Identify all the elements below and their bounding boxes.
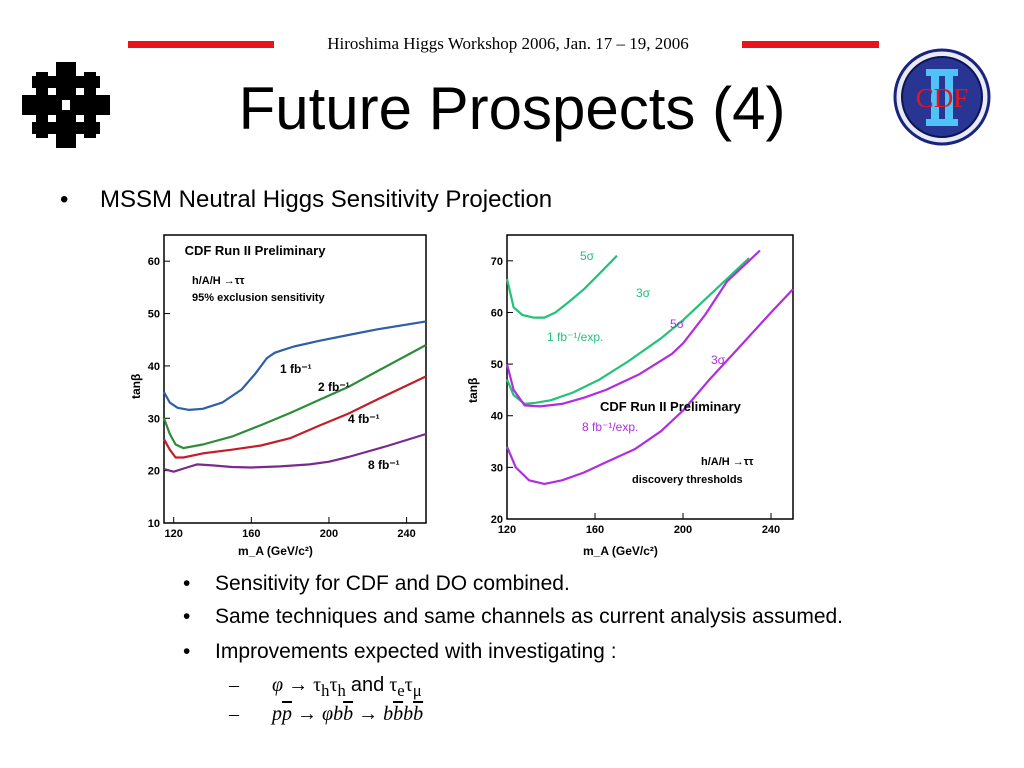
tau-sub-4: μ (412, 681, 422, 700)
chart2-frame (506, 234, 794, 520)
arrow-symbol-3: → (358, 703, 379, 725)
sub-sub-bullet-1: – φ → τhτh and τeτμ (229, 674, 422, 700)
chart2-xlabel: m_A (GeV/c²) (583, 544, 658, 558)
header-bar-right (742, 41, 879, 48)
tau-sub-1: h (321, 681, 330, 700)
phi-bb: φbb (322, 703, 354, 725)
chart2-ytick-label: 40 (491, 411, 503, 423)
tau-symbol-3: τ (389, 674, 398, 696)
chart2-ytick-label: 50 (491, 359, 503, 371)
chart2-xtick-label: 240 (762, 524, 780, 536)
chart1-xtick-label: 160 (242, 528, 260, 540)
chart2-title: CDF Run II Preliminary (600, 399, 742, 414)
fermilab-logo (22, 62, 110, 148)
chart1-ytick-label: 30 (148, 413, 160, 425)
arrow-symbol-1: → (288, 674, 309, 696)
chart2-ytick-label: 60 (491, 307, 503, 319)
sub-bullet-3-text: Improvements expected with investigating… (215, 640, 617, 663)
chart2-xtick-label: 160 (586, 524, 604, 536)
tau-symbol-4: τ (404, 674, 413, 696)
tau-sub-2: h (337, 681, 346, 700)
chart2-label-8fb-5sigma: 5σ (670, 317, 685, 331)
chart1-title: CDF Run II Preliminary (185, 243, 327, 258)
chart2-subtitle: h/A/H →ττ (701, 456, 754, 468)
chart2-label-1fb-exp: 1 fb⁻¹/exp. (547, 330, 603, 344)
chart1-xtick-label: 120 (165, 528, 183, 540)
main-bullet-text: MSSM Neutral Higgs Sensitivity Projectio… (100, 186, 553, 213)
chart2-label-1fb-3sigma: 3σ (636, 286, 651, 300)
chart2-ylabel: tanβ (466, 378, 480, 403)
chart2-series-line-2 (505, 249, 761, 408)
chart1-label-1fb: 1 fb⁻¹ (280, 362, 312, 376)
chart2-series-line-3 (505, 288, 794, 485)
header-bar-left (128, 41, 274, 48)
chart2-label-1fb-5sigma: 5σ (580, 249, 595, 263)
exclusion-sensitivity-chart: 10 20 30 40 50 60 120 160 200 240 CDF Run II Prel… (130, 234, 427, 558)
tau-sub-3: e (397, 681, 405, 700)
chart2-ytick-label: 20 (491, 514, 503, 526)
and-text: and (350, 674, 385, 696)
chart1-subtitle: h/A/H →ττ (192, 275, 245, 287)
chart1-ylabel: tanβ (130, 374, 143, 399)
sub-bullet-2: • Same techniques and same channels as cu… (183, 605, 844, 628)
chart1-ytick-label: 50 (148, 309, 160, 321)
sub-sub-bullet-2: – pp → φbb → bbbb (229, 703, 424, 725)
chart1-ytick-label: 10 (148, 518, 160, 530)
chart2-ytick-label: 70 (491, 256, 503, 268)
phi-symbol: φ (272, 674, 284, 696)
cdf-logo: CDF (893, 48, 991, 146)
chart2-label-8fb-exp: 8 fb⁻¹/exp. (582, 420, 638, 434)
chart1-ytick-label: 20 (148, 466, 160, 478)
chart2-ytick-label: 30 (491, 462, 503, 474)
chart2-xtick-label: 200 (674, 524, 692, 536)
bbbb: bbbb (383, 703, 424, 725)
sub-bullet-1: • Sensitivity for CDF and DO combined. (183, 572, 570, 595)
chart1-label-8fb: 8 fb⁻¹ (368, 458, 400, 472)
chart1-frame (163, 234, 427, 524)
chart1-xlabel: m_A (GeV/c²) (238, 544, 313, 558)
chart1-xtick-label: 200 (320, 528, 338, 540)
chart1-annotation: 95% exclusion sensitivity (192, 292, 326, 304)
chart2-label-8fb-3sigma: 3σ (711, 353, 726, 367)
pp-bar: pp (272, 703, 292, 725)
tau-symbol-1: τ (313, 674, 322, 696)
chart1-label-4fb: 4 fb⁻¹ (348, 412, 380, 426)
discovery-threshold-chart: 20 30 40 50 60 70 120 160 200 240 5σ 3σ 1 fb⁻¹/ex… (466, 234, 794, 558)
sub-bullet-2-text: Same techniques and same channels as cur… (215, 605, 844, 628)
chart2-series-line-0 (505, 254, 618, 319)
chart1-series-line-3 (163, 432, 427, 473)
chart1-series-line-0 (163, 320, 427, 411)
cdf-logo-text: CDF (916, 83, 969, 113)
chart2-series-line-1 (505, 257, 750, 405)
sub-bullet-1-text: Sensitivity for CDF and DO combined. (215, 572, 570, 595)
tau-symbol-2: τ (329, 674, 338, 696)
workshop-header: Hiroshima Higgs Workshop 2006, Jan. 17 –… (327, 34, 689, 53)
chart1-xtick-label: 240 (397, 528, 415, 540)
chart1-label-2fb: 2 fb⁻¹ (318, 380, 350, 394)
arrow-symbol-2: → (297, 703, 317, 725)
main-bullet: • MSSM Neutral Higgs Sensitivity Projecti… (60, 186, 553, 213)
chart2-annotation: discovery thresholds (632, 474, 743, 486)
chart1-ytick-label: 60 (148, 256, 160, 268)
sub-bullet-3: • Improvements expected with investigatin… (183, 640, 617, 663)
chart1-series-line-1 (162, 344, 427, 450)
chart2-xtick-label: 120 (498, 524, 516, 536)
chart1-ytick-label: 40 (148, 361, 160, 373)
chart1-series-line-2 (163, 375, 427, 459)
slide-title: Future Prospects (4) (238, 75, 786, 142)
